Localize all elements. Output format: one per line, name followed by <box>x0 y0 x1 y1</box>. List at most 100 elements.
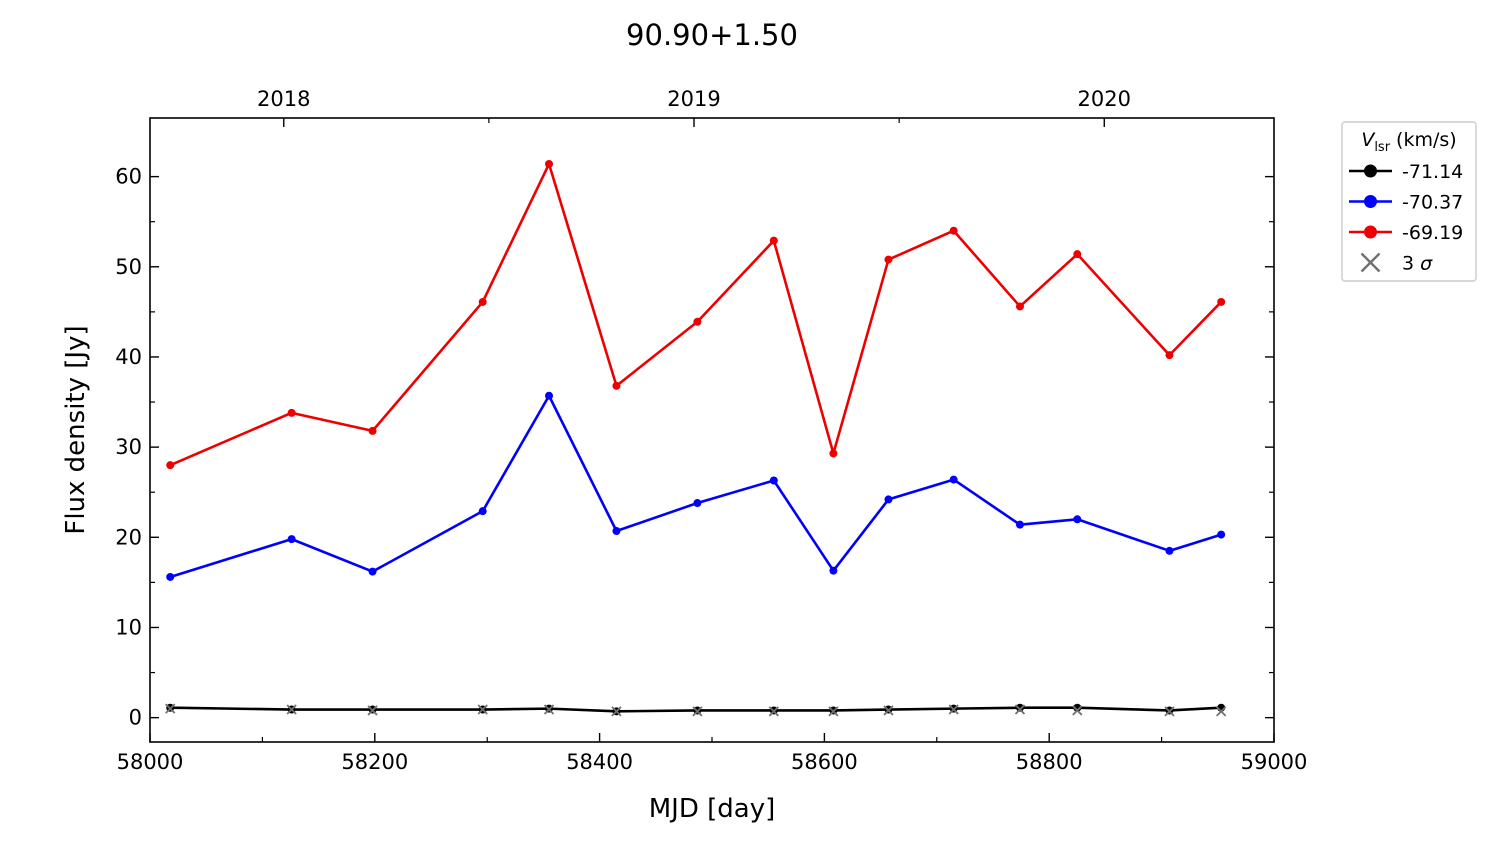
sigma-marker-stroke <box>948 704 959 715</box>
sigma-marker-stroke <box>1072 705 1083 716</box>
sigma-marker <box>1216 706 1227 717</box>
sigma-marker <box>828 706 839 717</box>
data-point <box>1015 703 1024 712</box>
sigma-marker-stroke <box>828 706 839 717</box>
sigma-marker <box>768 706 779 717</box>
data-point <box>884 495 893 504</box>
data-point <box>368 567 377 576</box>
x-tick-label: 58200 <box>341 750 408 774</box>
sigma-marker <box>367 705 378 716</box>
data-point <box>1073 250 1082 259</box>
data-point <box>693 499 702 508</box>
sigma-marker-stroke <box>1014 704 1026 715</box>
legend-sigma-marker <box>1360 252 1381 273</box>
sigma-marker-stroke <box>768 706 779 717</box>
data-point <box>769 476 778 485</box>
data-point <box>1073 703 1082 712</box>
y-tick-label: 20 <box>115 525 142 549</box>
data-point <box>1165 351 1174 360</box>
data-point <box>545 391 554 400</box>
data-point <box>1165 546 1174 555</box>
x-tick-label: 59000 <box>1241 750 1308 774</box>
plot-frame <box>149 117 1275 743</box>
data-point <box>545 159 554 168</box>
series-line--70.37 <box>169 394 1222 579</box>
data-point <box>769 236 778 245</box>
data-point <box>1217 297 1226 306</box>
sigma-marker-stroke <box>1164 706 1175 717</box>
x-tick-label: 58000 <box>117 750 184 774</box>
sigma-marker-stroke <box>883 705 894 716</box>
legend-title: Vlsr (km/s) <box>1361 129 1456 155</box>
data-point <box>166 572 175 581</box>
data-point <box>693 317 702 326</box>
axes: 58000 58200 58400 58600 58800 59000 0 10 20 30 40 5… <box>115 87 1307 774</box>
data-point <box>1015 520 1024 529</box>
legend-swatch-marker <box>1364 195 1377 208</box>
legend-swatch-marker <box>1364 225 1377 239</box>
sigma-marker-stroke <box>692 706 703 717</box>
sigma-marker <box>883 705 894 716</box>
sigma-marker <box>477 704 488 715</box>
legend-box <box>1341 121 1477 282</box>
sigma-marker-stroke <box>367 705 378 716</box>
data-point <box>368 426 377 435</box>
sigma-marker <box>286 704 297 715</box>
y-axis-label: Flux density [Jy] <box>61 325 91 534</box>
data-point <box>829 566 838 575</box>
data-point <box>166 461 175 470</box>
x-tick-label: 58600 <box>791 750 858 774</box>
legend-sigma-symbol: σ <box>1420 253 1433 275</box>
legend-swatch-marker <box>1364 164 1377 178</box>
year-tick-label: 2019 <box>667 87 720 111</box>
sigma-marker-stroke <box>286 704 297 715</box>
sigma-marker-stroke <box>477 704 488 715</box>
sigma-marker-stroke <box>611 706 622 717</box>
x-tick-label: 58400 <box>566 750 633 774</box>
data-point <box>478 507 487 516</box>
legend-sigma-number: 3 <box>1402 253 1420 275</box>
y-tick-label: 40 <box>115 345 142 369</box>
legend-entry-label: -70.37 <box>1402 192 1463 214</box>
sigma-marker <box>165 703 176 714</box>
data-point <box>287 408 296 417</box>
data-point <box>949 226 958 235</box>
data-point <box>1073 515 1082 524</box>
legend-title-subscript: lsr <box>1374 140 1390 155</box>
sigma-marker <box>543 704 555 715</box>
y-tick-label: 60 <box>115 165 142 189</box>
data-point <box>287 535 296 544</box>
sigma-marker-stroke <box>1216 706 1227 717</box>
chart-title: 90.90+1.50 <box>626 18 798 52</box>
data-point <box>884 255 893 264</box>
legend-entry-label: -69.19 <box>1402 222 1463 244</box>
legend-sigma-label: 3 σ <box>1402 253 1433 275</box>
y-tick-label: 30 <box>115 435 142 459</box>
year-tick-label: 2018 <box>257 87 310 111</box>
sigma-marker <box>611 706 622 717</box>
data-point <box>1015 302 1024 311</box>
data-point <box>612 526 621 535</box>
sigma-marker <box>1164 706 1175 717</box>
data-point <box>1217 530 1226 539</box>
data-point <box>829 449 838 458</box>
sigma-marker-stroke <box>543 704 555 715</box>
data-point <box>612 381 621 390</box>
x-tick-label: 58800 <box>1016 750 1083 774</box>
legend: Vlsr (km/s) -71.14 -70.37 -69.19 3 σ <box>1341 121 1477 282</box>
sigma-marker <box>1072 705 1083 716</box>
data-point <box>478 297 487 306</box>
series-line--69.19 <box>169 162 1223 467</box>
legend-title-unit: (km/s) <box>1396 129 1457 151</box>
y-tick-label: 50 <box>115 255 142 279</box>
y-tick-label: 0 <box>129 706 142 730</box>
plot-area <box>165 159 1227 717</box>
year-tick-label: 2020 <box>1078 87 1131 111</box>
x-axis-label: MJD [day] <box>649 794 776 824</box>
legend-entry-label: -71.14 <box>1402 161 1463 183</box>
sigma-marker-stroke <box>165 703 176 714</box>
data-point <box>949 475 958 484</box>
y-tick-label: 10 <box>115 615 142 639</box>
sigma-marker <box>692 706 703 717</box>
